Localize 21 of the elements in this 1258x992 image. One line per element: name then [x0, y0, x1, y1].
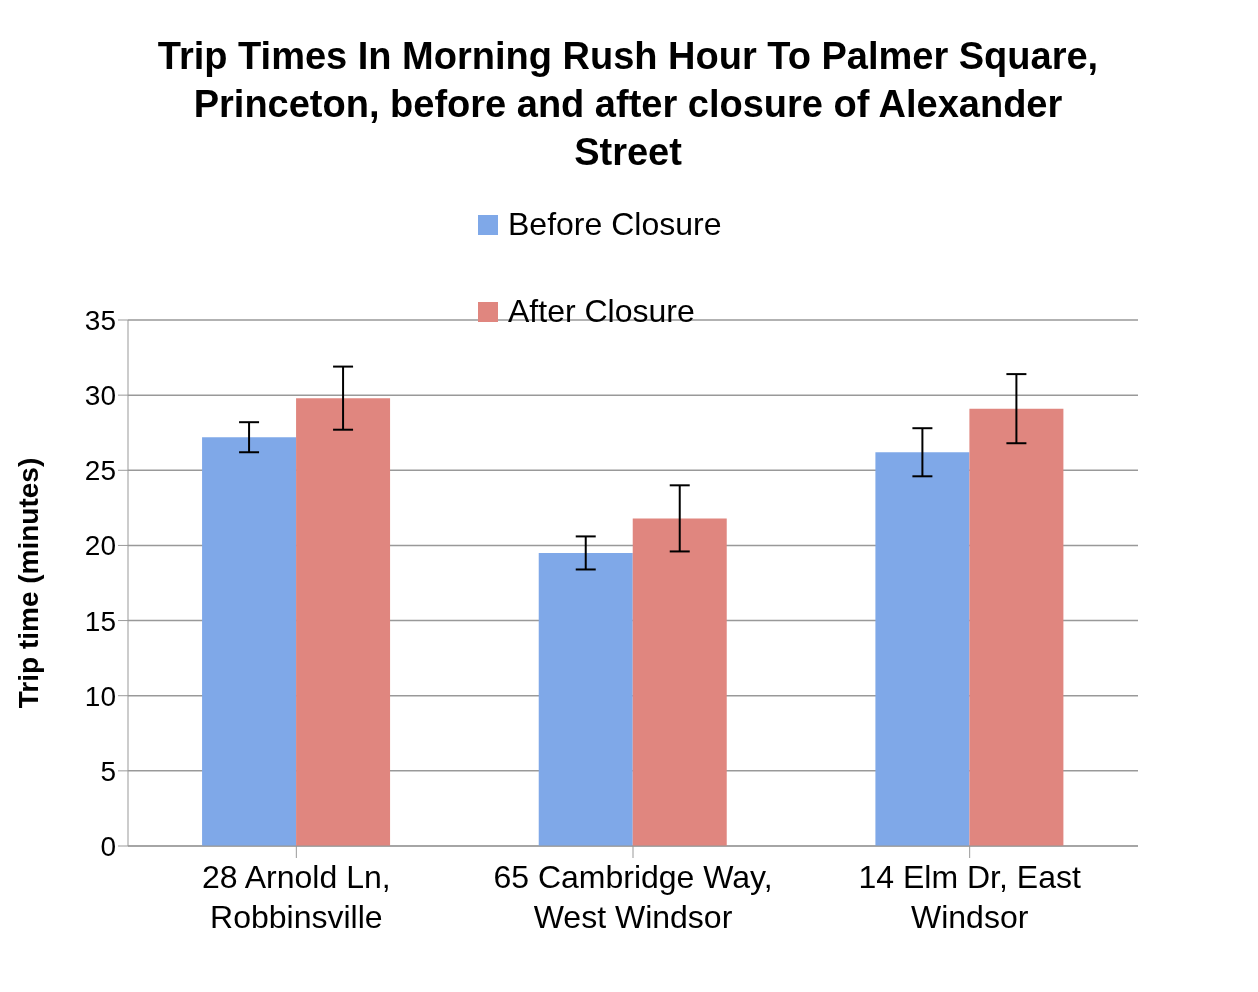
bar — [632, 518, 727, 846]
legend-label: Before Closure — [508, 206, 722, 243]
bar — [296, 398, 391, 846]
bar — [875, 452, 970, 846]
legend-label: After Closure — [508, 293, 695, 330]
y-tick-label: 35 — [84, 304, 116, 336]
y-tick-label: 30 — [84, 380, 116, 412]
y-tick-label: 5 — [100, 755, 116, 787]
x-tick-label: 65 Cambridge Way, West Windsor — [493, 859, 773, 935]
y-tick-label: 10 — [84, 680, 116, 712]
y-axis-title: Trip time (minutes) — [12, 457, 44, 709]
x-tick-label: 28 Arnold Ln, Robbinsville — [202, 859, 391, 935]
bar — [202, 437, 297, 846]
y-tick-label: 0 — [100, 830, 116, 862]
x-tick-label: 14 Elm Dr, East Windsor — [858, 859, 1081, 935]
y-tick-label: 25 — [84, 455, 116, 487]
y-tick-label: 15 — [84, 605, 116, 637]
chart-title: Trip Times In Morning Rush Hour To Palmer Square, Princeton, before and after closure of Alexander Street — [156, 34, 1100, 175]
bar — [538, 552, 633, 846]
bar — [969, 408, 1064, 846]
y-tick-label: 20 — [84, 530, 116, 562]
